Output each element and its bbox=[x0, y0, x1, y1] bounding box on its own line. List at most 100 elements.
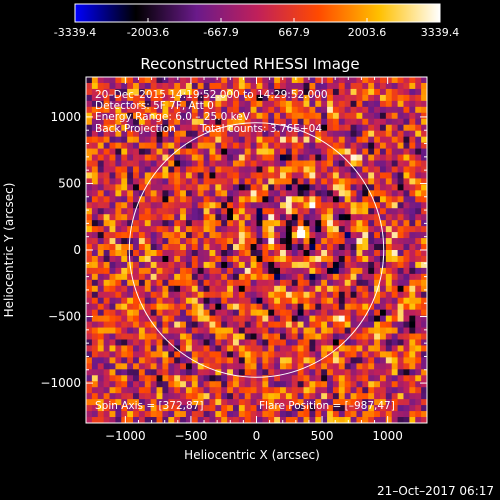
heatmap-cell bbox=[303, 351, 310, 358]
heatmap-cell bbox=[150, 160, 157, 167]
heatmap-cell bbox=[391, 393, 398, 400]
heatmap-cell bbox=[162, 220, 169, 227]
heatmap-cell bbox=[274, 327, 281, 334]
heatmap-cell bbox=[121, 106, 128, 114]
heatmap-cell bbox=[374, 100, 381, 108]
heatmap-cell bbox=[350, 166, 357, 173]
heatmap-cell bbox=[162, 261, 169, 269]
heatmap-cell bbox=[409, 291, 416, 299]
heatmap-cell bbox=[421, 261, 427, 269]
heatmap-cell bbox=[215, 363, 222, 370]
heatmap-cell bbox=[385, 261, 393, 269]
heatmap-cell bbox=[197, 124, 204, 132]
heatmap-cell bbox=[168, 291, 175, 299]
heatmap-cell bbox=[256, 136, 263, 144]
heatmap-cell bbox=[244, 244, 252, 251]
heatmap-cell bbox=[409, 190, 416, 197]
heatmap-cell bbox=[185, 285, 193, 293]
heatmap-cell bbox=[356, 238, 363, 245]
heatmap-cell bbox=[297, 154, 304, 161]
heatmap-cell bbox=[356, 118, 363, 126]
heatmap-cell bbox=[379, 357, 387, 364]
heatmap-cell bbox=[344, 82, 351, 90]
heatmap-cell bbox=[215, 250, 222, 257]
heatmap-cell bbox=[315, 178, 322, 185]
heatmap-cell bbox=[315, 333, 322, 340]
heatmap-cell bbox=[133, 142, 140, 149]
heatmap-cell bbox=[127, 148, 134, 155]
heatmap-cell bbox=[197, 399, 204, 406]
heatmap-cell bbox=[315, 375, 322, 382]
heatmap-cell bbox=[421, 244, 427, 251]
heatmap-cell bbox=[97, 315, 105, 322]
heatmap-cell bbox=[285, 417, 293, 423]
heatmap-cell bbox=[244, 339, 252, 346]
heatmap-cell bbox=[268, 321, 275, 328]
heatmap-cell bbox=[379, 387, 387, 394]
heatmap-cell bbox=[315, 405, 322, 412]
heatmap-cell bbox=[415, 124, 422, 132]
heatmap-cell bbox=[397, 399, 404, 406]
heatmap-cell bbox=[268, 124, 275, 132]
heatmap-cell bbox=[215, 77, 222, 84]
heatmap-cell bbox=[374, 309, 381, 317]
heatmap-cell bbox=[232, 100, 240, 108]
heatmap-cell bbox=[327, 351, 334, 358]
heatmap-cell bbox=[232, 255, 240, 263]
heatmap-cell bbox=[338, 166, 346, 173]
heatmap-cell bbox=[109, 255, 116, 263]
heatmap-cell bbox=[391, 375, 398, 382]
heatmap-cell bbox=[168, 339, 175, 346]
heatmap-cell bbox=[309, 142, 316, 149]
heatmap-cell bbox=[162, 77, 169, 84]
heatmap-cell bbox=[144, 238, 152, 245]
heatmap-cell bbox=[368, 130, 375, 138]
heatmap-cell bbox=[350, 184, 357, 191]
heatmap-cell bbox=[180, 393, 187, 400]
heatmap-cell bbox=[379, 333, 387, 340]
heatmap-cell bbox=[244, 190, 252, 197]
heatmap-cell bbox=[127, 124, 134, 132]
heatmap-cell bbox=[91, 417, 99, 423]
heatmap-cell bbox=[385, 238, 393, 245]
heatmap-cell bbox=[215, 321, 222, 328]
heatmap-cell bbox=[221, 178, 228, 185]
heatmap-cell bbox=[138, 339, 146, 346]
heatmap-cell bbox=[268, 208, 275, 215]
heatmap-cell bbox=[91, 303, 99, 311]
heatmap-cell bbox=[232, 220, 240, 227]
heatmap-cell bbox=[103, 178, 110, 185]
heatmap-cell bbox=[344, 136, 351, 144]
heatmap-cell bbox=[391, 405, 398, 412]
heatmap-cell bbox=[262, 315, 269, 322]
heatmap-cell bbox=[297, 273, 304, 281]
heatmap-cell bbox=[109, 124, 116, 132]
heatmap-cell bbox=[280, 250, 287, 257]
heatmap-cell bbox=[91, 405, 99, 412]
heatmap-cell bbox=[421, 106, 427, 114]
heatmap-cell bbox=[297, 202, 304, 209]
heatmap-cell bbox=[374, 184, 381, 191]
heatmap-cell bbox=[356, 220, 363, 227]
heatmap-cell bbox=[209, 178, 216, 185]
heatmap-cell bbox=[250, 94, 257, 102]
heatmap-cell bbox=[244, 285, 252, 293]
heatmap-cell bbox=[391, 387, 398, 394]
heatmap-cell bbox=[91, 291, 99, 299]
heatmap-cell bbox=[309, 130, 316, 138]
heatmap-cell bbox=[209, 196, 216, 203]
heatmap-cell bbox=[180, 339, 187, 346]
heatmap-cell bbox=[391, 154, 398, 161]
heatmap-cell bbox=[332, 315, 340, 322]
heatmap-cell bbox=[221, 238, 228, 245]
heatmap-cell bbox=[180, 273, 187, 281]
heatmap-cell bbox=[244, 363, 252, 370]
heatmap-cell bbox=[397, 279, 404, 287]
heatmap-cell bbox=[397, 273, 404, 281]
heatmap-cell bbox=[185, 267, 193, 275]
heatmap-cell bbox=[238, 345, 246, 352]
heatmap-cell bbox=[221, 220, 228, 227]
heatmap-cell bbox=[250, 399, 257, 406]
heatmap-cell bbox=[415, 273, 422, 281]
heatmap-cell bbox=[191, 94, 199, 102]
